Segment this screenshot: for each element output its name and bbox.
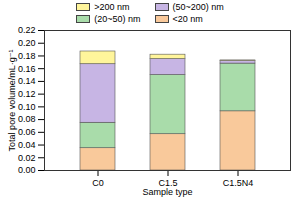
html-text:<20 nm: <20 nm xyxy=(172,13,203,24)
html-text:>200 nm: >200 nm xyxy=(94,2,130,13)
svg-text:0.06: 0.06 xyxy=(18,127,36,137)
html-text:(20~50) nm: (20~50) nm xyxy=(94,13,141,24)
svg-text:0.00: 0.00 xyxy=(18,165,36,175)
svg-text:C1.5: C1.5 xyxy=(158,177,178,188)
svg-text:0.18: 0.18 xyxy=(18,51,36,61)
svg-text:0.22: 0.22 xyxy=(18,25,36,35)
svg-text:0.16: 0.16 xyxy=(18,64,36,74)
svg-text:C1.5N4: C1.5N4 xyxy=(223,178,254,188)
svg-text:0.10: 0.10 xyxy=(18,102,36,112)
svg-text:Total pore volume/mL·g⁻¹: Total pore volume/mL·g⁻¹ xyxy=(7,50,17,152)
svg-text:C0: C0 xyxy=(92,178,104,188)
html-text:(50~200) nm: (50~200) nm xyxy=(172,2,224,13)
svg-text:0.12: 0.12 xyxy=(18,89,36,99)
svg-text:Sample type: Sample type xyxy=(142,187,192,197)
svg-text:0.14: 0.14 xyxy=(18,76,36,86)
svg-text:0.02: 0.02 xyxy=(18,153,36,163)
svg-text:0.04: 0.04 xyxy=(18,140,36,150)
svg-text:0.08: 0.08 xyxy=(18,114,36,124)
svg-text:0.20: 0.20 xyxy=(18,38,36,48)
